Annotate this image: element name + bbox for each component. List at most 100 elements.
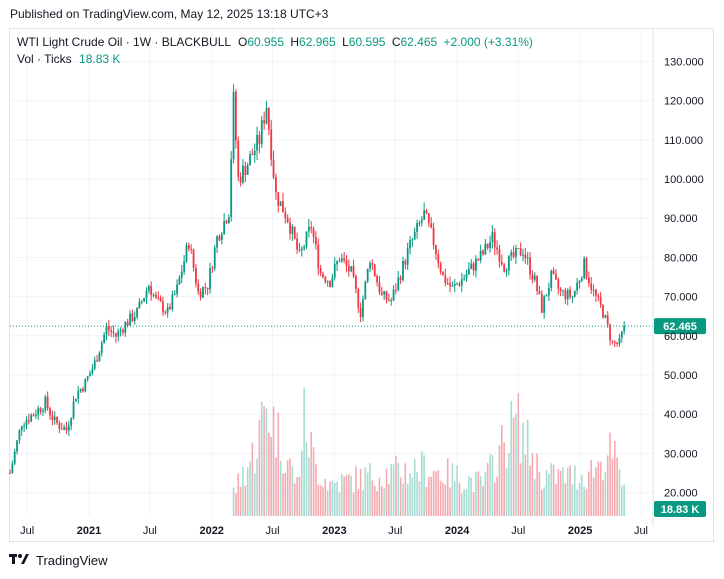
candle-body xyxy=(564,290,567,300)
time-tick-label: Jul xyxy=(388,525,402,537)
volume-bar xyxy=(397,462,400,516)
publication-header: Published on TradingView.com, May 12, 20… xyxy=(10,7,329,21)
candle-body xyxy=(458,283,461,286)
candle-body xyxy=(164,312,167,314)
candle-body xyxy=(220,234,223,241)
volume-bar xyxy=(340,473,343,516)
volume-bar xyxy=(482,485,484,516)
brand-name: TradingView xyxy=(36,552,108,568)
volume-bar xyxy=(268,432,270,516)
volume-bar xyxy=(362,489,364,516)
volume-bar xyxy=(409,473,411,516)
candle-body xyxy=(150,286,153,296)
volume-bar xyxy=(291,466,294,516)
volume-bar xyxy=(602,480,604,516)
candle-body xyxy=(402,260,404,280)
volume-bar xyxy=(385,468,388,516)
candle-body xyxy=(307,226,310,232)
candle-body xyxy=(620,331,623,338)
candle-body xyxy=(49,408,51,416)
candle-body xyxy=(397,277,400,290)
volume-bar xyxy=(550,463,553,516)
volume-bar xyxy=(501,425,503,516)
volume-bar xyxy=(609,432,611,516)
candle-body xyxy=(470,263,473,270)
candle-body xyxy=(32,415,35,417)
candle-body xyxy=(39,408,42,412)
volume-bar xyxy=(576,489,578,516)
chart-frame[interactable] xyxy=(9,28,714,542)
volume-badge-label: 18.83 K xyxy=(661,504,700,516)
volume-bar xyxy=(406,483,409,516)
change-value: +2.000 (+3.31%) xyxy=(443,35,533,49)
candle-body xyxy=(538,291,541,294)
candle-body xyxy=(225,220,228,223)
time-tick-label: 2021 xyxy=(77,525,101,537)
candle-body xyxy=(213,247,216,269)
candle-body xyxy=(237,140,240,177)
candle-body xyxy=(37,408,40,416)
volume-bar xyxy=(373,485,376,516)
volume-bar xyxy=(463,489,465,516)
candle-body xyxy=(420,219,423,223)
volume-bar xyxy=(503,442,505,516)
price-axis: 130.000 120.000 110.000 100.000 90.000 80.000… xyxy=(652,29,704,526)
candlesticks xyxy=(9,84,626,474)
volume-bar xyxy=(317,484,320,516)
candle-body xyxy=(439,263,442,273)
high-value: 62.965 xyxy=(299,35,336,49)
volume-bar xyxy=(333,483,336,516)
last-price-label: 62.465 xyxy=(663,321,697,333)
volume-bar xyxy=(564,483,567,516)
volume-bar xyxy=(543,487,545,516)
volume-bar xyxy=(446,458,449,516)
price-tick-label: 130.000 xyxy=(664,56,704,68)
candle-body xyxy=(180,271,183,278)
candle-body xyxy=(145,290,148,299)
candle-body xyxy=(77,391,80,399)
volume-bar xyxy=(623,484,625,516)
volume-bar xyxy=(310,431,313,516)
volume-bar xyxy=(595,467,597,516)
candle-body xyxy=(178,277,181,285)
candle-body xyxy=(91,368,94,374)
candle-body xyxy=(411,239,414,241)
candle-body xyxy=(291,226,294,234)
candle-body xyxy=(498,249,501,262)
candle-body xyxy=(347,265,350,272)
volume-bar xyxy=(322,486,324,516)
volume-bar xyxy=(453,481,456,516)
volume-bar xyxy=(425,487,428,516)
candle-body xyxy=(56,416,58,423)
candle-body xyxy=(552,270,555,275)
candle-body xyxy=(96,360,98,362)
volume-bar xyxy=(258,420,261,516)
candle-body xyxy=(65,427,68,431)
candle-body xyxy=(152,294,155,296)
candle-body xyxy=(571,296,574,298)
candle-body xyxy=(543,296,546,313)
candle-body xyxy=(369,263,371,269)
volume-bar xyxy=(392,464,395,516)
candle-body xyxy=(11,463,14,474)
candle-body xyxy=(333,264,336,278)
price-tick-label: 80.000 xyxy=(664,252,698,264)
volume-bar xyxy=(336,481,338,516)
candle-body xyxy=(70,418,73,426)
volume-bar xyxy=(277,412,280,516)
candle-body xyxy=(442,272,444,276)
volume-bar xyxy=(404,463,407,516)
candle-body xyxy=(355,276,357,289)
volume-bar xyxy=(526,419,529,516)
candle-body xyxy=(395,289,397,291)
candle-body xyxy=(557,279,560,289)
candle-body xyxy=(449,283,451,287)
candle-body xyxy=(190,248,193,250)
candle-body xyxy=(465,274,468,279)
volume-bar xyxy=(357,489,360,516)
volume-bar xyxy=(515,413,517,516)
volume-bar xyxy=(458,482,461,516)
low-label: L xyxy=(342,35,349,49)
candle-body xyxy=(199,291,202,298)
